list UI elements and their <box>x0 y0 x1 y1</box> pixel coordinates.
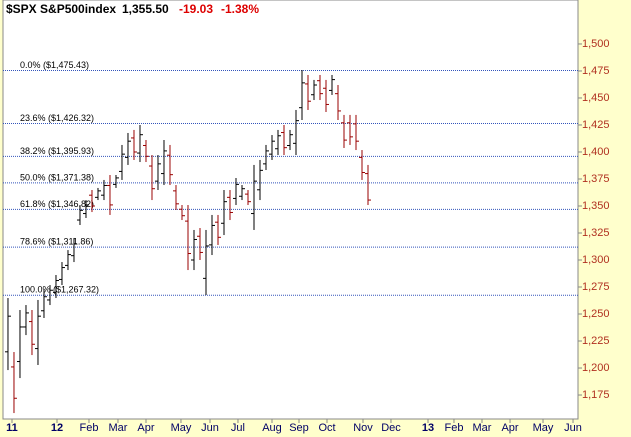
x-tick-label: Dec <box>381 422 401 434</box>
y-tick-label: 1,275 <box>582 281 610 293</box>
x-tick-label: 12 <box>51 422 63 434</box>
x-tick-label: 13 <box>422 422 434 434</box>
y-tick-label: 1,475 <box>582 65 610 77</box>
y-tick-label: 1,350 <box>582 200 610 212</box>
x-tick-label: Apr <box>501 422 518 434</box>
fib-label: 50.0% ($1,371.38) <box>20 172 94 182</box>
fib-label: 78.6% ($1,311.86) <box>20 237 93 247</box>
price-change: -19.03 <box>179 2 213 16</box>
y-tick-label: 1,500 <box>582 38 610 50</box>
chart-title: $SPX S&P500index <box>6 2 116 16</box>
fib-label: 0.0% ($1,475.43) <box>20 60 89 70</box>
x-tick-label: Feb <box>79 422 98 434</box>
fib-label: 23.6% ($1,426.32) <box>20 113 94 123</box>
x-tick-label: Mar <box>108 422 127 434</box>
x-tick-label: May <box>533 422 554 434</box>
y-tick-label: 1,425 <box>582 119 610 131</box>
x-tick-label: Jun <box>564 422 582 434</box>
x-tick-label: Oct <box>318 422 335 434</box>
price-change-pct: -1.38% <box>221 2 259 16</box>
y-tick-label: 1,250 <box>582 308 610 320</box>
y-tick-label: 1,450 <box>582 92 610 104</box>
y-tick-label: 1,200 <box>582 362 610 374</box>
y-tick-label: 1,175 <box>582 389 610 401</box>
x-tick-label: Mar <box>473 422 492 434</box>
x-tick-label: 11 <box>6 422 18 434</box>
x-tick-label: Jul <box>231 422 245 434</box>
x-tick-label: Aug <box>262 422 282 434</box>
y-tick-label: 1,400 <box>582 146 610 158</box>
x-tick-label: Nov <box>353 422 373 434</box>
fib-label: 100.0% ($1,267.32) <box>20 285 99 295</box>
y-tick-label: 1,325 <box>582 227 610 239</box>
last-price: 1,355.50 <box>122 2 169 16</box>
x-tick-label: Sep <box>289 422 309 434</box>
x-tick-label: Apr <box>137 422 154 434</box>
x-tick-label: May <box>171 422 192 434</box>
y-tick-label: 1,225 <box>582 335 610 347</box>
x-tick-label: Jun <box>201 422 219 434</box>
fib-label: 38.2% ($1,395.93) <box>20 146 94 156</box>
x-tick-label: Feb <box>444 422 463 434</box>
y-tick-label: 1,375 <box>582 173 610 185</box>
fib-label: 61.8% ($1,346.82) <box>20 199 94 209</box>
plot-area <box>2 0 579 420</box>
y-tick-label: 1,300 <box>582 254 610 266</box>
